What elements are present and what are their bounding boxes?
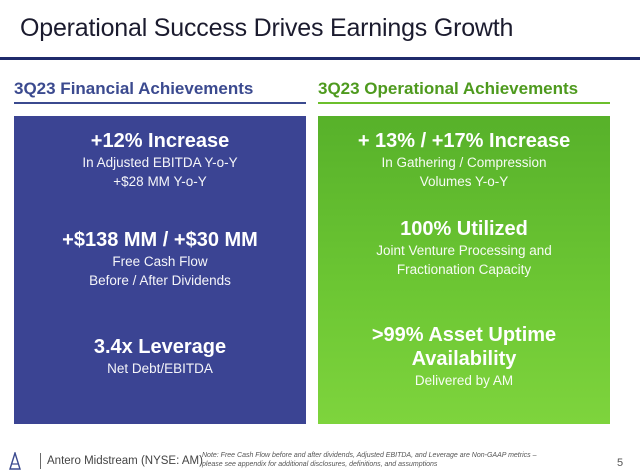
operational-item-headline: >99% Asset Uptime	[371, 324, 557, 346]
operational-heading-underline	[318, 102, 610, 104]
operational-item-uptime: >99% Asset Uptime Availability Delivered…	[372, 323, 556, 390]
footer-note: Note: Free Cash Flow before and after di…	[202, 452, 537, 468]
financial-item-free-cash-flow: +$138 MM / +$30 MM Free Cash Flow Before…	[62, 228, 258, 290]
operational-item-headline: 100% Utilized	[400, 218, 528, 240]
operational-item-detail: Fractionation Capacity	[396, 262, 532, 277]
operational-item-detail: Joint Venture Processing and	[376, 243, 552, 258]
financial-item-detail: In Adjusted EBITDA Y-o-Y	[82, 155, 238, 170]
page-number: 5	[617, 457, 624, 469]
financial-item-headline: +12% Increase	[90, 130, 230, 152]
footer-company-name: Antero Midstream (NYSE: AM)	[47, 455, 203, 467]
financial-item-headline: 3.4x Leverage	[93, 336, 227, 358]
operational-item-detail: Delivered by AM	[414, 373, 514, 388]
operational-item-headline-continued: Availability	[411, 348, 517, 370]
financial-achievements-panel: +12% Increase In Adjusted EBITDA Y-o-Y +…	[14, 116, 306, 424]
operational-item-utilization: 100% Utilized Joint Venture Processing a…	[376, 217, 552, 279]
operational-achievements-panel: + 13% / +17% Increase In Gathering / Com…	[318, 116, 610, 424]
operational-item-volumes: + 13% / +17% Increase In Gathering / Com…	[358, 129, 570, 191]
financial-item-detail: Before / After Dividends	[89, 273, 231, 288]
operational-item-headline: + 13% / +17% Increase	[357, 130, 571, 152]
financial-item-detail: +$28 MM Y-o-Y	[113, 174, 207, 189]
company-logo-icon	[9, 452, 21, 470]
operational-item-detail: In Gathering / Compression	[381, 155, 547, 170]
financial-section-heading: 3Q23 Financial Achievements	[14, 79, 254, 98]
financial-item-ebitda: +12% Increase In Adjusted EBITDA Y-o-Y +…	[82, 129, 237, 191]
financial-item-headline: +$138 MM / +$30 MM	[62, 229, 258, 251]
financial-item-detail: Free Cash Flow	[112, 254, 208, 269]
operational-section-heading: 3Q23 Operational Achievements	[318, 79, 579, 98]
financial-item-detail: Net Debt/EBITDA	[107, 361, 213, 376]
financial-heading-underline	[14, 102, 306, 104]
financial-item-leverage: 3.4x Leverage Net Debt/EBITDA	[94, 335, 226, 378]
title-divider	[0, 57, 640, 60]
footer-divider	[40, 453, 41, 469]
slide-title: Operational Success Drives Earnings Grow…	[20, 14, 514, 42]
operational-item-detail: Volumes Y-o-Y	[419, 174, 509, 189]
